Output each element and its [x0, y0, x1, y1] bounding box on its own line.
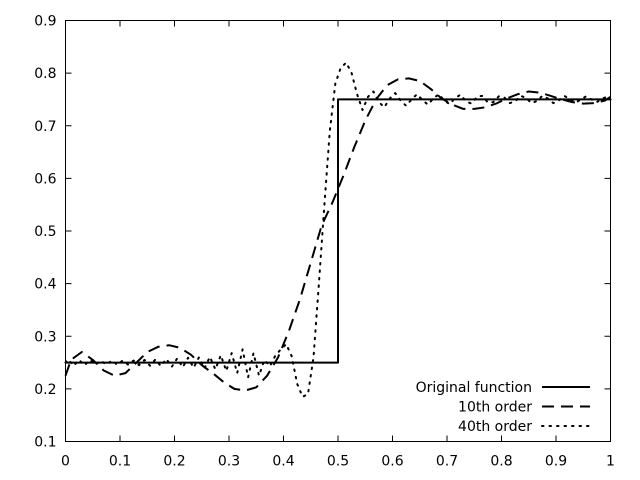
y-tick-label: 0.9: [34, 14, 56, 30]
series-line-40th-order: [64, 61, 612, 398]
legend: Original function 10th order 40th order: [416, 380, 591, 435]
x-tick-label: 1: [606, 454, 615, 470]
series-line-10th-order: [64, 77, 612, 392]
y-tick-label: 0.3: [34, 329, 56, 345]
x-tick-label: 0.2: [163, 454, 185, 470]
series-line-original-function: [65, 98, 611, 364]
y-tick-label: 0.5: [34, 224, 56, 240]
x-tick-label: 0.7: [436, 454, 458, 470]
y-tick-label: 0.4: [34, 277, 56, 293]
x-tick-label: 0.6: [381, 454, 403, 470]
x-tick-label: 0.3: [218, 454, 240, 470]
legend-label: Original function: [416, 380, 532, 396]
y-tick-label: 0.6: [34, 171, 56, 187]
y-tick-label: 0.2: [34, 382, 56, 398]
x-tick-label: 0.8: [490, 454, 512, 470]
x-tick-label: 0.1: [109, 454, 131, 470]
y-tick-label: 0.8: [34, 66, 56, 82]
legend-label: 10th order: [458, 400, 532, 416]
x-tick-label: 0: [61, 454, 70, 470]
x-tick-label: 0.9: [545, 454, 567, 470]
x-tick-label: 0.4: [272, 454, 294, 470]
x-tick-label: 0.5: [327, 454, 349, 470]
y-tick-label: 0.7: [34, 119, 56, 135]
axis-ticks: 0 0.1 0.2 0.3 0.4 0.5 0.6 0.7 0.8 0.9 1 0.1 0.2 0.3 0.…: [34, 14, 615, 470]
y-tick-label: 0.1: [34, 435, 56, 451]
legend-label: 40th order: [458, 419, 532, 435]
series-lines: [64, 61, 612, 398]
